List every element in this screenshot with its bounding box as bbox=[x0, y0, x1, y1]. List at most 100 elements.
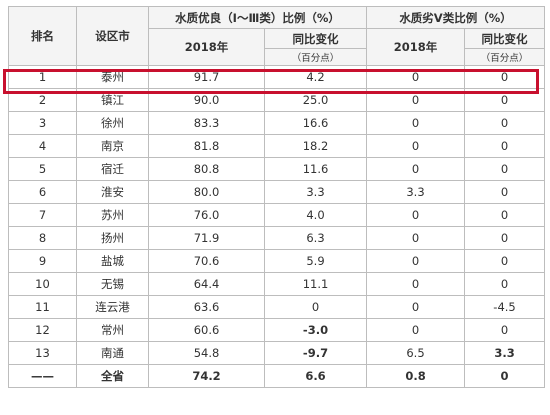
rank-cell: 7 bbox=[8, 203, 77, 227]
good-change-cell: 16.6 bbox=[263, 111, 368, 135]
good-ratio-cell: 80.0 bbox=[148, 180, 265, 204]
good-change-cell: 25.0 bbox=[263, 88, 368, 112]
good-change-cell: 3.3 bbox=[263, 180, 368, 204]
good-ratio-cell: 60.6 bbox=[148, 318, 265, 342]
good-change-cell: 11.1 bbox=[263, 272, 368, 296]
good-change-cell: 11.6 bbox=[263, 157, 368, 181]
bad-change-cell: 0 bbox=[464, 249, 546, 273]
good-ratio-cell: 81.8 bbox=[148, 134, 265, 158]
rank-cell: 9 bbox=[8, 249, 77, 273]
bad-change-cell: 0 bbox=[464, 157, 546, 181]
city-cell: 连云港 bbox=[76, 295, 149, 319]
good-ratio-cell: 83.3 bbox=[148, 111, 265, 135]
rank-cell: 2 bbox=[8, 88, 77, 112]
bad-ratio-cell: 0 bbox=[366, 226, 466, 250]
header-bad-unit: （百分点） bbox=[464, 48, 546, 66]
bad-change-cell: 0 bbox=[464, 65, 546, 89]
city-cell: 常州 bbox=[76, 318, 149, 342]
good-change-cell: 4.0 bbox=[263, 203, 368, 227]
city-cell: 徐州 bbox=[76, 111, 149, 135]
rank-cell: 11 bbox=[8, 295, 77, 319]
header-good-change: 同比变化 bbox=[263, 28, 368, 49]
good-ratio-cell: 54.8 bbox=[148, 341, 265, 365]
city-cell: 镇江 bbox=[76, 88, 149, 112]
bad-ratio-cell: 0 bbox=[366, 88, 466, 112]
water-quality-ranking-table: 排名 设区市 水质优良（Ⅰ～Ⅲ类）比例（%） 水质劣Ⅴ类比例（%） 2018年 … bbox=[8, 6, 546, 388]
good-ratio-cell: 70.6 bbox=[148, 249, 265, 273]
table-row: 4 南京 81.8 18.2 0 0 bbox=[8, 134, 546, 158]
bad-change-cell: 0 bbox=[464, 180, 546, 204]
table-row: 11 连云港 63.6 0 0 -4.5 bbox=[8, 295, 546, 319]
rank-cell: 4 bbox=[8, 134, 77, 158]
good-change-cell: 18.2 bbox=[263, 134, 368, 158]
table-row: 9 盐城 70.6 5.9 0 0 bbox=[8, 249, 546, 273]
table-row: 8 扬州 71.9 6.3 0 0 bbox=[8, 226, 546, 250]
bad-ratio-cell: 3.3 bbox=[366, 180, 466, 204]
rank-cell: 1 bbox=[8, 65, 77, 89]
rank-cell: 13 bbox=[8, 341, 77, 365]
rank-cell: 3 bbox=[8, 111, 77, 135]
city-cell: 南通 bbox=[76, 341, 149, 365]
bad-change-cell: -4.5 bbox=[464, 295, 546, 319]
city-cell: 全省 bbox=[76, 364, 149, 388]
table-row: 2 镇江 90.0 25.0 0 0 bbox=[8, 88, 546, 112]
city-cell: 盐城 bbox=[76, 249, 149, 273]
header-rank: 排名 bbox=[8, 6, 77, 66]
table-row: 5 宿迁 80.8 11.6 0 0 bbox=[8, 157, 546, 181]
city-cell: 南京 bbox=[76, 134, 149, 158]
header-good-unit: （百分点） bbox=[263, 48, 368, 66]
header-bad-ratio: 水质劣Ⅴ类比例（%） bbox=[366, 6, 546, 29]
table-row: 10 无锡 64.4 11.1 0 0 bbox=[8, 272, 546, 296]
header-good-ratio: 水质优良（Ⅰ～Ⅲ类）比例（%） bbox=[147, 6, 368, 29]
good-ratio-cell: 90.0 bbox=[148, 88, 265, 112]
good-change-cell: -9.7 bbox=[263, 341, 368, 365]
bad-change-cell: 0 bbox=[464, 364, 546, 388]
bad-change-cell: 0 bbox=[464, 226, 546, 250]
table-row: 3 徐州 83.3 16.6 0 0 bbox=[8, 111, 546, 135]
bad-change-cell: 0 bbox=[464, 134, 546, 158]
good-change-cell: 5.9 bbox=[263, 249, 368, 273]
bad-ratio-cell: 0 bbox=[366, 157, 466, 181]
bad-change-cell: 3.3 bbox=[464, 341, 546, 365]
city-cell: 苏州 bbox=[76, 203, 149, 227]
city-cell: 无锡 bbox=[76, 272, 149, 296]
good-ratio-cell: 63.6 bbox=[148, 295, 265, 319]
city-cell: 宿迁 bbox=[76, 157, 149, 181]
city-cell: 泰州 bbox=[76, 65, 149, 89]
bad-ratio-cell: 0 bbox=[366, 295, 466, 319]
good-change-cell: 6.3 bbox=[263, 226, 368, 250]
rank-cell: 8 bbox=[8, 226, 77, 250]
header-bad-year: 2018年 bbox=[366, 28, 466, 66]
bad-change-cell: 0 bbox=[464, 318, 546, 342]
rank-cell: 5 bbox=[8, 157, 77, 181]
city-cell: 淮安 bbox=[76, 180, 149, 204]
bad-change-cell: 0 bbox=[464, 203, 546, 227]
bad-change-cell: 0 bbox=[464, 88, 546, 112]
good-change-cell: 4.2 bbox=[263, 65, 368, 89]
bad-ratio-cell: 0.8 bbox=[366, 364, 466, 388]
bad-ratio-cell: 0 bbox=[366, 249, 466, 273]
bad-change-cell: 0 bbox=[464, 111, 546, 135]
good-ratio-cell: 91.7 bbox=[148, 65, 265, 89]
bad-ratio-cell: 0 bbox=[366, 318, 466, 342]
good-change-cell: -3.0 bbox=[263, 318, 368, 342]
header-good-year: 2018年 bbox=[148, 28, 265, 66]
total-row: —— 全省 74.2 6.6 0.8 0 bbox=[8, 364, 546, 388]
table-row: 6 淮安 80.0 3.3 3.3 0 bbox=[8, 180, 546, 204]
good-ratio-cell: 74.2 bbox=[148, 364, 265, 388]
rank-cell: 10 bbox=[8, 272, 77, 296]
bad-ratio-cell: 6.5 bbox=[366, 341, 466, 365]
header-city: 设区市 bbox=[76, 6, 149, 66]
good-change-cell: 6.6 bbox=[263, 364, 368, 388]
bad-ratio-cell: 0 bbox=[366, 65, 466, 89]
bad-ratio-cell: 0 bbox=[366, 203, 466, 227]
header-bad-change: 同比变化 bbox=[464, 28, 546, 49]
table-row: 1 泰州 91.7 4.2 0 0 bbox=[8, 65, 546, 89]
bad-ratio-cell: 0 bbox=[366, 134, 466, 158]
bad-ratio-cell: 0 bbox=[366, 272, 466, 296]
good-change-cell: 0 bbox=[263, 295, 368, 319]
table-row: 13 南通 54.8 -9.7 6.5 3.3 bbox=[8, 341, 546, 365]
good-ratio-cell: 76.0 bbox=[148, 203, 265, 227]
rank-cell: —— bbox=[8, 364, 77, 388]
rank-cell: 6 bbox=[8, 180, 77, 204]
